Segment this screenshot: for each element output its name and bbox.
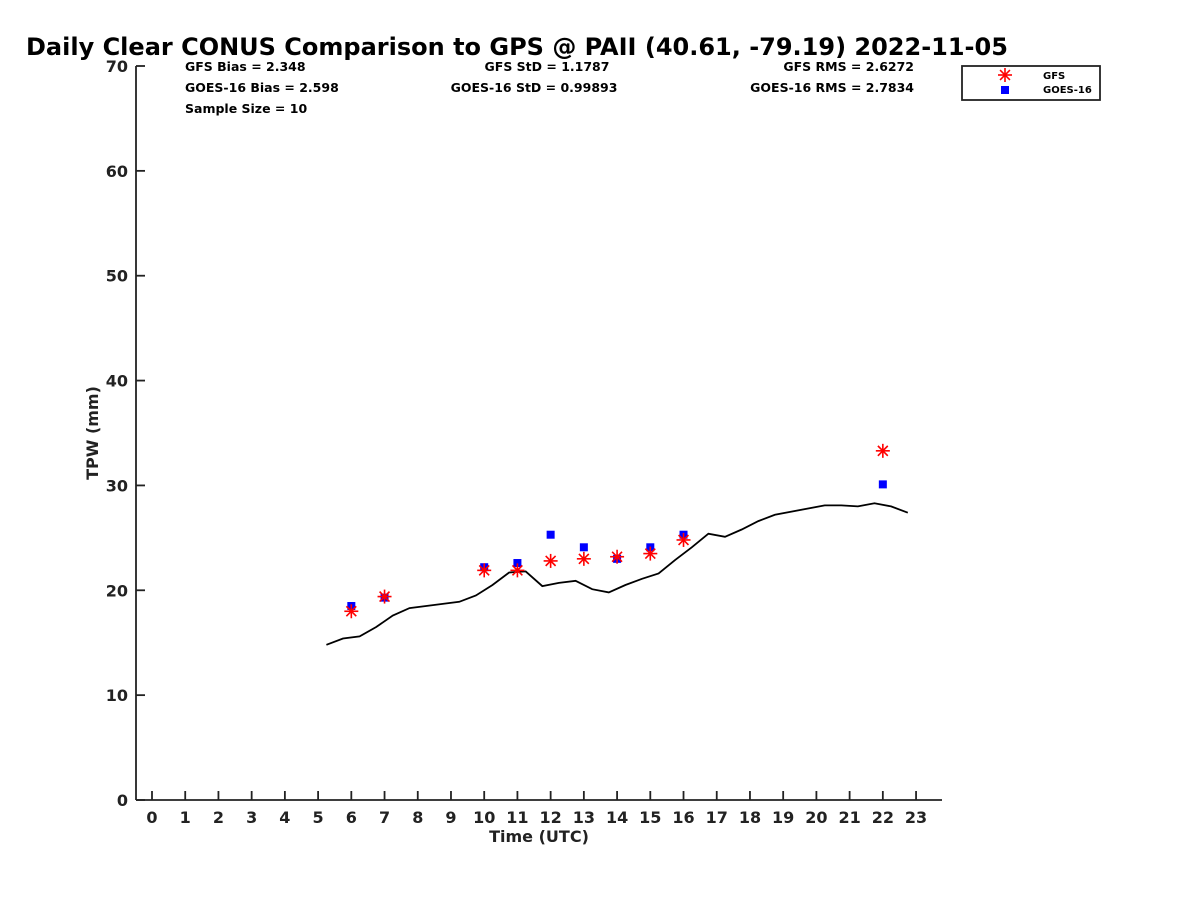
gfs-std-text: GFS StD = 1.1787 <box>485 59 610 74</box>
x-tick-label: 12 <box>540 808 562 827</box>
y-axis-ticks: 0 10 20 30 40 50 60 70 <box>106 57 145 810</box>
y-tick-label: 20 <box>106 581 128 600</box>
x-tick-label: 6 <box>346 808 357 827</box>
x-tick-label: 19 <box>772 808 794 827</box>
gps-line-series <box>326 502 909 646</box>
sample-size-text: Sample Size = 10 <box>185 101 307 116</box>
x-tick-label: 8 <box>412 808 423 827</box>
gfs-point <box>576 551 591 566</box>
goes16-point <box>579 543 588 552</box>
x-tick-label: 9 <box>445 808 456 827</box>
goes16-point <box>546 530 555 539</box>
gfs-point <box>510 563 525 578</box>
goes-std-text: GOES-16 StD = 0.99893 <box>451 80 618 95</box>
gfs-point <box>676 532 691 547</box>
x-tick-label: 17 <box>706 808 728 827</box>
y-tick-label: 60 <box>106 162 128 181</box>
gfs-point <box>875 443 890 458</box>
legend-box <box>961 65 1101 101</box>
x-axis-label: Time (UTC) <box>489 827 589 846</box>
x-tick-label: 2 <box>213 808 224 827</box>
goes-bias-text: GOES-16 Bias = 2.598 <box>185 80 339 95</box>
y-tick-label: 30 <box>106 476 128 495</box>
goes-rms-text: GOES-16 RMS = 2.7834 <box>750 80 914 95</box>
x-tick-label: 20 <box>805 808 827 827</box>
x-axis-ticks: 0 1 2 3 4 5 6 7 8 9 10 11 12 13 14 15 16 17 18 19 20 21 22 23 <box>146 791 927 827</box>
chart-title: Daily Clear CONUS Comparison to GPS @ PA… <box>26 33 1008 61</box>
x-tick-label: 14 <box>606 808 628 827</box>
gps-line <box>326 502 909 646</box>
goes16-series <box>347 480 887 611</box>
gfs-point <box>643 546 658 561</box>
x-tick-label: 11 <box>506 808 528 827</box>
x-tick-label: 18 <box>739 808 761 827</box>
legend-goes-label: GOES-16 <box>1043 85 1092 96</box>
goes16-point <box>513 559 522 568</box>
gfs-rms-text: GFS RMS = 2.6272 <box>783 59 914 74</box>
y-tick-label: 0 <box>117 791 128 810</box>
gfs-point <box>477 563 492 578</box>
gfs-bias-text: GFS Bias = 2.348 <box>185 59 306 74</box>
legend-gfs-asterisk <box>998 68 1012 82</box>
gfs-point <box>377 589 392 604</box>
x-tick-label: 1 <box>180 808 191 827</box>
x-tick-label: 21 <box>838 808 860 827</box>
x-tick-label: 23 <box>905 808 927 827</box>
y-tick-label: 70 <box>106 57 128 76</box>
gfs-point <box>344 604 359 619</box>
x-tick-label: 10 <box>473 808 495 827</box>
gfs-point <box>543 553 558 568</box>
goes16-point <box>878 480 887 489</box>
y-tick-label: 50 <box>106 267 128 286</box>
y-tick-label: 40 <box>106 372 128 391</box>
legend-goes-marker <box>1001 86 1009 94</box>
x-tick-label: 16 <box>672 808 694 827</box>
gfs-point <box>610 549 625 564</box>
y-axis-label: TPW (mm) <box>83 386 102 480</box>
legend: GFS GOES-16 <box>961 65 1101 101</box>
x-tick-label: 13 <box>573 808 595 827</box>
x-tick-label: 7 <box>379 808 390 827</box>
x-tick-label: 22 <box>872 808 894 827</box>
x-tick-label: 15 <box>639 808 661 827</box>
legend-gfs-label: GFS <box>1043 71 1065 82</box>
gfs-series <box>344 443 890 619</box>
x-tick-label: 0 <box>146 808 157 827</box>
y-tick-label: 10 <box>106 686 128 705</box>
x-tick-label: 3 <box>246 808 257 827</box>
legend-gfs-marker <box>998 68 1012 82</box>
x-tick-label: 4 <box>279 808 290 827</box>
x-tick-label: 5 <box>313 808 324 827</box>
